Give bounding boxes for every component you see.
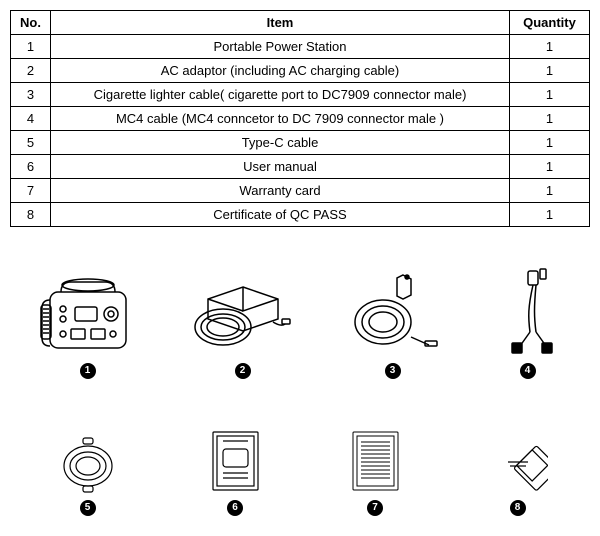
table-row: 4 MC4 cable (MC4 conncetor to DC 7909 co…: [11, 107, 590, 131]
illustration-row: 1 2: [10, 267, 590, 379]
typec-cable-icon: [53, 434, 123, 494]
illustration-power-station: 1: [33, 267, 143, 379]
illustration-qc-pass: 8: [488, 434, 548, 516]
cell-no: 6: [11, 155, 51, 179]
cell-no: 1: [11, 35, 51, 59]
cell-item: User manual: [51, 155, 510, 179]
warranty-card-icon: [348, 429, 403, 494]
badge-1: 1: [80, 363, 96, 379]
table-header-row: No. Item Quantity: [11, 11, 590, 35]
table-row: 1 Portable Power Station 1: [11, 35, 590, 59]
cell-item: AC adaptor (including AC charging cable): [51, 59, 510, 83]
qc-pass-icon: [488, 434, 548, 494]
cell-qty: 1: [510, 179, 590, 203]
illustration-typec-cable: 5: [53, 434, 123, 516]
cell-item: MC4 cable (MC4 conncetor to DC 7909 conn…: [51, 107, 510, 131]
cell-item: Warranty card: [51, 179, 510, 203]
illustration-ac-adaptor: 2: [188, 267, 298, 379]
illustration-mc4-cable: 4: [488, 267, 568, 379]
cell-no: 5: [11, 131, 51, 155]
badge-2: 2: [235, 363, 251, 379]
table-row: 3 Cigarette lighter cable( cigarette por…: [11, 83, 590, 107]
header-no: No.: [11, 11, 51, 35]
badge-6: 6: [227, 500, 243, 516]
cell-qty: 1: [510, 59, 590, 83]
cell-qty: 1: [510, 83, 590, 107]
cell-item: Certificate of QC PASS: [51, 203, 510, 227]
header-qty: Quantity: [510, 11, 590, 35]
cell-item: Type-C cable: [51, 131, 510, 155]
cell-no: 2: [11, 59, 51, 83]
mc4-cable-icon: [488, 267, 568, 357]
cell-qty: 1: [510, 155, 590, 179]
header-item: Item: [51, 11, 510, 35]
cell-no: 8: [11, 203, 51, 227]
cell-qty: 1: [510, 131, 590, 155]
cell-no: 4: [11, 107, 51, 131]
illustration-user-manual: 6: [208, 429, 263, 516]
user-manual-icon: [208, 429, 263, 494]
badge-7: 7: [367, 500, 383, 516]
badge-4: 4: [520, 363, 536, 379]
illustration-cigarette-cable: 3: [343, 267, 443, 379]
cigarette-cable-icon: [343, 267, 443, 357]
illustration-row: 5 6: [10, 429, 590, 516]
table-row: 7 Warranty card 1: [11, 179, 590, 203]
badge-8: 8: [510, 500, 526, 516]
table-row: 6 User manual 1: [11, 155, 590, 179]
power-station-icon: [33, 267, 143, 357]
cell-qty: 1: [510, 107, 590, 131]
illustration-warranty-card: 7: [348, 429, 403, 516]
cell-qty: 1: [510, 203, 590, 227]
ac-adaptor-icon: [188, 267, 298, 357]
table-row: 8 Certificate of QC PASS 1: [11, 203, 590, 227]
cell-no: 7: [11, 179, 51, 203]
cell-item: Portable Power Station: [51, 35, 510, 59]
cell-item: Cigarette lighter cable( cigarette port …: [51, 83, 510, 107]
table-row: 2 AC adaptor (including AC charging cabl…: [11, 59, 590, 83]
package-contents-table: No. Item Quantity 1 Portable Power Stati…: [10, 10, 590, 227]
table-row: 5 Type-C cable 1: [11, 131, 590, 155]
badge-5: 5: [80, 500, 96, 516]
cell-no: 3: [11, 83, 51, 107]
illustrations-grid: 1 2: [10, 267, 590, 516]
cell-qty: 1: [510, 35, 590, 59]
badge-3: 3: [385, 363, 401, 379]
